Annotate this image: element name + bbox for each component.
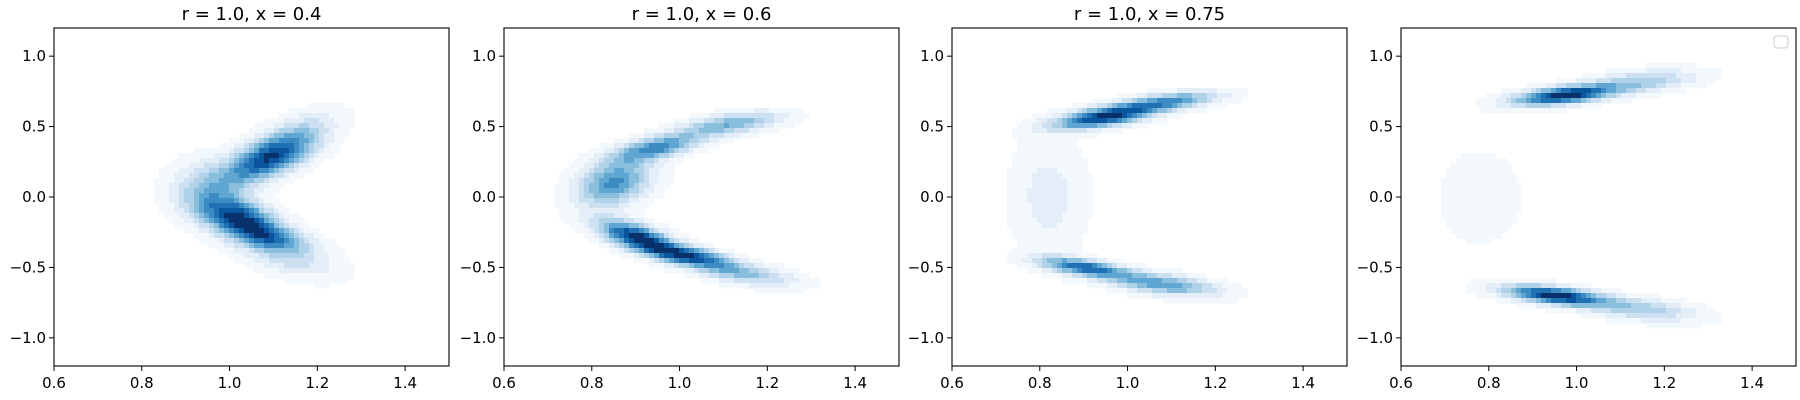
y-tick-label: 1.0	[472, 47, 496, 65]
y-tick-label: 0.0	[22, 188, 46, 206]
subplot-title: r = 1.0, x = 0.6	[632, 4, 772, 25]
subplot-title: r = 1.0, x = 0.75	[1074, 4, 1225, 25]
y-tick-label: −1.0	[908, 329, 944, 347]
x-tick-label: 1.0	[1565, 374, 1589, 392]
x-tick-label: 0.8	[580, 374, 604, 392]
y-tick-label: 0.5	[1369, 118, 1393, 136]
x-tick-label: 1.2	[755, 374, 779, 392]
x-tick-label: 1.4	[1291, 374, 1315, 392]
x-tick-label: 1.0	[218, 374, 242, 392]
x-tick-label: 1.2	[1203, 374, 1227, 392]
density-contours	[1007, 88, 1248, 304]
y-tick-label: −0.5	[908, 258, 944, 276]
y-tick-label: 0.5	[22, 118, 46, 136]
y-tick-label: −1.0	[460, 329, 496, 347]
y-tick-label: 0.0	[920, 188, 944, 206]
x-tick-label: 1.4	[393, 374, 417, 392]
x-tick-label: 0.8	[130, 374, 154, 392]
x-tick-label: 1.4	[1740, 374, 1764, 392]
x-tick-label: 0.6	[42, 374, 66, 392]
y-tick-label: −0.5	[10, 258, 46, 276]
y-tick-label: 1.0	[22, 47, 46, 65]
subplot-1: 0.6 0.8 1.0 1.2 1.4 −1.0 −0.5 0.0 0.5 1.0 r = 1.0,…	[10, 4, 450, 392]
y-tick-label: −0.5	[460, 258, 496, 276]
subplot-2: 0.6 0.8 1.0 1.2 1.4 −1.0 −0.5 0.0 0.5 1.0 r = 1.0,…	[460, 4, 900, 392]
y-tick-label: 0.5	[920, 118, 944, 136]
y-tick-label: −0.5	[1357, 258, 1393, 276]
legend-box	[1773, 35, 1789, 49]
x-tick-label: 1.2	[305, 374, 329, 392]
x-tick-label: 1.0	[1116, 374, 1140, 392]
y-tick-label: 0.0	[472, 188, 496, 206]
x-tick-label: 0.6	[1389, 374, 1413, 392]
subplot-4: 0.6 0.8 1.0 1.2 1.4 −1.0 −0.5 0.0 0.5 1.0	[1357, 27, 1797, 392]
density-contours	[554, 108, 820, 294]
y-tick-label: −1.0	[1357, 329, 1393, 347]
x-tick-label: 0.6	[940, 374, 964, 392]
x-tick-label: 1.2	[1652, 374, 1676, 392]
x-tick-label: 1.4	[843, 374, 867, 392]
y-tick-label: 0.5	[472, 118, 496, 136]
x-tick-label: 1.0	[668, 374, 692, 392]
subplot-3: 0.6 0.8 1.0 1.2 1.4 −1.0 −0.5 0.0 0.5 1.0 r = 1.0,…	[908, 4, 1348, 392]
y-tick-label: 1.0	[1369, 47, 1393, 65]
density-contours	[154, 103, 355, 289]
density-contours	[1441, 63, 1722, 329]
y-tick-label: 1.0	[920, 47, 944, 65]
subplot-title: r = 1.0, x = 0.4	[182, 4, 322, 25]
x-tick-label: 0.6	[492, 374, 516, 392]
y-tick-label: −1.0	[10, 329, 46, 347]
x-tick-label: 0.8	[1477, 374, 1501, 392]
x-tick-label: 0.8	[1028, 374, 1052, 392]
y-tick-label: 0.0	[1369, 188, 1393, 206]
